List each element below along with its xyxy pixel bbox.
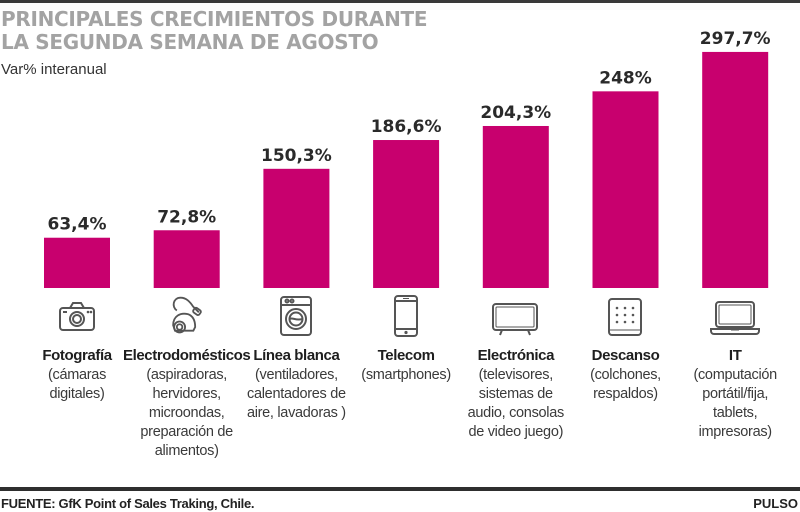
- washing-machine-icon: [280, 296, 312, 336]
- category-detail: (smartphones): [361, 367, 451, 383]
- value-label: 63,4%: [48, 215, 107, 235]
- category-label: IT (computación portátil/fija, tablets, impr…: [670, 346, 800, 442]
- category-detail: sistemas de: [478, 386, 553, 402]
- category-detail: hervidores,: [152, 386, 221, 402]
- chart-title: PRINCIPALES CRECIMIENTOS DURANTE LA SEGU…: [1, 7, 428, 54]
- category-detail: impresoras): [698, 424, 773, 440]
- value-label: 186,6%: [371, 117, 442, 137]
- camera-icon: [59, 302, 95, 331]
- vacuum-cleaner-icon: [172, 296, 202, 334]
- category-name: Línea blanca: [253, 347, 340, 364]
- bar-3: [263, 168, 330, 288]
- category-label: Telecom (smartphones): [341, 346, 471, 385]
- value-label: 150,3%: [261, 146, 332, 166]
- source-note: FUENTE: GfK Point of Sales Traking, Chil…: [1, 496, 255, 511]
- bar-6: [592, 91, 659, 288]
- category-detail: de video juego): [468, 424, 564, 440]
- category-detail: audio, consolas: [467, 405, 565, 421]
- title-line-1: PRINCIPALES CRECIMIENTOS DURANTE: [1, 7, 428, 31]
- value-label: 204,3%: [480, 103, 551, 123]
- bar-2: [153, 230, 220, 288]
- value-label: 248%: [599, 68, 652, 88]
- category-detail: microondas,: [148, 405, 225, 421]
- category-name: Descanso: [591, 347, 660, 364]
- mattress-icon: [608, 298, 642, 336]
- category-detail: (aspiradoras,: [146, 367, 228, 383]
- category-detail: tablets,: [713, 405, 758, 421]
- category-detail: (ventiladores,: [254, 367, 338, 383]
- bar-1: [44, 237, 110, 288]
- tv-icon: [492, 303, 538, 336]
- category-detail: (televisores,: [478, 367, 554, 383]
- category-detail: calentadores de: [247, 386, 346, 402]
- category-label: Línea blanca (ventiladores, calentadores d…: [231, 346, 361, 423]
- brand-label: PULSO: [753, 496, 798, 511]
- category-detail: aire, lavadoras ): [246, 405, 346, 421]
- category-detail: preparación de: [140, 424, 233, 440]
- category-detail: alimentos): [154, 443, 219, 459]
- category-label: Electrodomésticos (aspiradoras, hervidores…: [122, 346, 252, 461]
- value-label: 297,7%: [700, 29, 771, 49]
- category-name: IT: [728, 347, 742, 364]
- bottom-rule: [0, 487, 800, 491]
- category-name: Electrodomésticos: [122, 347, 251, 364]
- category-name: Telecom: [377, 347, 435, 364]
- bar-5: [482, 125, 549, 288]
- category-name: Fotografía: [42, 347, 112, 364]
- category-detail: respaldos): [593, 386, 658, 402]
- category-detail: digitales): [49, 386, 105, 402]
- bar-4: [373, 140, 440, 288]
- top-rule: [0, 0, 800, 3]
- category-detail: (cámaras: [47, 367, 107, 383]
- bar-7: [702, 51, 769, 288]
- category-detail: (colchones,: [590, 367, 661, 383]
- title-line-2: LA SEGUNDA SEMANA DE AGOSTO: [1, 30, 379, 54]
- laptop-icon: [710, 301, 760, 335]
- category-label: Electrónica (televisores, sistemas de audio…: [451, 346, 581, 442]
- chart-subtitle: Var% interanual: [1, 61, 107, 78]
- category-detail: portátil/fija,: [702, 386, 769, 402]
- category-label: Descanso (colchones, respaldos): [561, 346, 691, 404]
- value-label: 72,8%: [157, 207, 216, 227]
- category-detail: (computación: [693, 367, 777, 383]
- category-label: Fotografía (cámaras digitales): [12, 346, 142, 404]
- smartphone-icon: [394, 295, 418, 337]
- bar-chart: 63,4% 72,8% 150,3% 186,6% 204,3% 248% 297,7%: [44, 29, 771, 288]
- category-name: Electrónica: [477, 347, 555, 364]
